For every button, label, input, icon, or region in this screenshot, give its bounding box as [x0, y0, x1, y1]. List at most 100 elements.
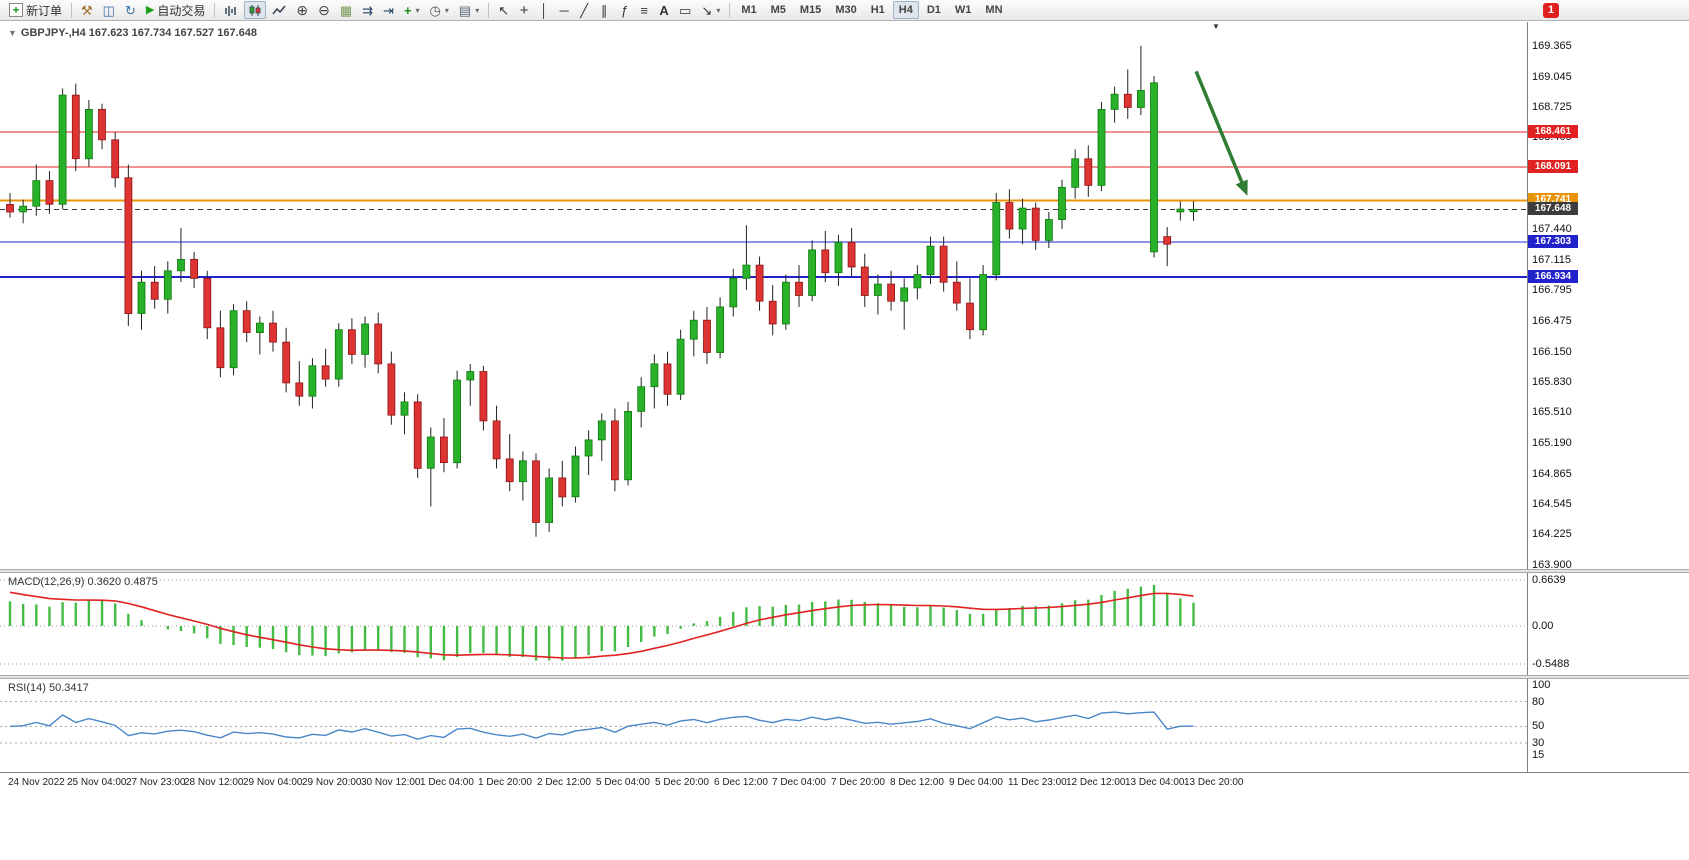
arrow-tool-icon: ↘ — [701, 2, 713, 18]
candle-body — [782, 281, 790, 325]
shapes-tool-icon[interactable]: ≡ — [640, 2, 648, 18]
rsi-axis-label: 50 — [1532, 720, 1545, 732]
channel-tool-icon[interactable]: ∥ — [600, 2, 608, 18]
zoom-out-icon[interactable]: ⊖ — [318, 2, 330, 18]
arrows-tool-button[interactable]: ↘ ▾ — [697, 1, 724, 19]
macd-signal-line — [9, 591, 1194, 659]
candle-body — [308, 365, 317, 397]
timeframe-mn[interactable]: MN — [985, 4, 1003, 16]
auto-scroll-icon[interactable]: ⇉ — [362, 2, 374, 18]
candle-body — [492, 420, 501, 460]
price-axis-label: 167.115 — [1532, 254, 1571, 266]
candle-body — [216, 327, 225, 369]
chart-shift-marker-icon[interactable]: ▼ — [1212, 22, 1220, 31]
candle-body — [650, 363, 659, 388]
indicators-plus-icon: + — [403, 2, 412, 18]
candle-body — [282, 341, 291, 384]
tile-windows-icon[interactable]: ▦ — [339, 2, 353, 18]
cursor-icon[interactable]: ↖ — [498, 2, 510, 18]
time-axis-label: 6 Dec 12:00 — [714, 777, 768, 788]
symbol-title-text: GBPJPY-,H4 167.623 167.734 167.527 167.6… — [20, 27, 257, 39]
candle-body — [624, 410, 632, 481]
vertical-line-tool-icon[interactable]: │ — [540, 2, 549, 18]
toolbar: + 新订单 ⚒ ◫ ↻ ▶ 自动交易 ⊕ ⊖ ▦ ⇉ ⇥ + ▾ ◷ — [0, 0, 1689, 21]
text-tool-icon[interactable]: A — [659, 2, 669, 18]
fibonacci-tool-icon[interactable]: ƒ — [620, 2, 628, 18]
time-axis-label: 29 Nov 20:00 — [302, 777, 362, 788]
candle-body — [1005, 202, 1014, 230]
candle-body — [137, 281, 146, 314]
candle-body — [847, 241, 856, 268]
panel-separator-macd[interactable] — [0, 569, 1689, 573]
toolbar-separator — [214, 2, 216, 18]
timeframe-w1[interactable]: W1 — [954, 4, 972, 16]
candle-body — [860, 266, 869, 296]
line-chart-icon[interactable] — [268, 1, 290, 19]
bar-chart-icon[interactable] — [220, 1, 242, 19]
candle-body — [689, 319, 698, 340]
templates-button[interactable]: ▤ ▾ — [455, 1, 483, 19]
periods-button[interactable]: ◷ ▾ — [426, 1, 453, 19]
macd-indicator-label: MACD(12,26,9) 0.3620 0.4875 — [8, 576, 158, 588]
chevron-down-icon: ▾ — [716, 5, 721, 15]
timeframe-h4[interactable]: H4 — [892, 1, 919, 19]
text-label-tool-icon[interactable]: ▭ — [679, 2, 692, 18]
price-line-badge[interactable]: 168.091 — [1528, 160, 1578, 173]
horizontal-line-tool-icon[interactable]: ─ — [559, 2, 569, 18]
candle-body — [545, 477, 553, 523]
timeframe-h1[interactable]: H1 — [870, 4, 885, 16]
candle-body — [439, 436, 448, 464]
candle-body — [242, 310, 251, 333]
time-axis-label: 12 Dec 12:00 — [1066, 777, 1126, 788]
template-icon: ▤ — [458, 2, 472, 18]
candle-body — [1110, 93, 1119, 110]
time-axis-label: 27 Nov 23:00 — [126, 777, 186, 788]
time-axis-label: 1 Dec 04:00 — [420, 777, 474, 788]
candle-body — [58, 94, 67, 205]
candle-body — [913, 274, 922, 289]
panel-separator-rsi[interactable] — [0, 675, 1689, 679]
timeframe-d1[interactable]: D1 — [926, 4, 941, 16]
timeframe-m1[interactable]: M1 — [741, 4, 757, 16]
candle-body — [19, 205, 28, 213]
time-axis-label: 28 Nov 12:00 — [184, 777, 244, 788]
candle-body — [111, 139, 120, 179]
hammer-icon[interactable]: ⚒ — [81, 2, 93, 18]
candle-body — [295, 382, 304, 397]
autotrading-button[interactable]: ▶ 自动交易 — [142, 1, 209, 19]
time-axis-label: 25 Nov 04:00 — [67, 777, 127, 788]
price-axis-label: 165.510 — [1532, 406, 1572, 418]
price-axis-label: 165.830 — [1532, 376, 1572, 388]
candle-body — [637, 386, 646, 412]
cycle-icon[interactable]: ↻ — [124, 2, 136, 18]
candle-body — [1084, 158, 1093, 186]
annotation-arrow-shaft[interactable] — [1194, 70, 1244, 183]
timeframe-m5[interactable]: M5 — [770, 4, 786, 16]
crosshair-icon[interactable]: + — [519, 1, 529, 19]
candle-body — [926, 245, 935, 276]
chart-shift-icon[interactable]: ⇥ — [383, 2, 394, 18]
rsi-axis-label: 30 — [1532, 737, 1545, 749]
candle-body — [1137, 90, 1145, 108]
candle-body — [453, 379, 462, 464]
price-line-badge[interactable]: 167.648 — [1528, 202, 1578, 215]
chart-window-icon[interactable]: ◫ — [102, 2, 115, 18]
time-axis-label: 5 Dec 04:00 — [596, 777, 650, 788]
timeframe-m15[interactable]: M15 — [799, 4, 822, 16]
candle-body — [413, 401, 422, 469]
notification-badge[interactable]: 1 — [1543, 3, 1560, 18]
candlestick-chart-icon[interactable] — [244, 1, 267, 19]
candle-body — [45, 180, 54, 205]
price-line-badge[interactable]: 166.934 — [1528, 270, 1578, 283]
new-order-button[interactable]: + 新订单 — [5, 1, 66, 19]
price-line-badge[interactable]: 168.461 — [1528, 125, 1578, 138]
price-line-badge[interactable]: 167.303 — [1528, 235, 1578, 248]
price-axis-label: 168.725 — [1532, 101, 1572, 113]
indicators-button[interactable]: + ▾ — [400, 1, 424, 19]
zoom-in-icon[interactable]: ⊕ — [296, 2, 309, 18]
timeframe-m30[interactable]: M30 — [835, 4, 857, 16]
trendline-tool-icon[interactable]: ╱ — [580, 2, 589, 18]
symbol-dropdown-icon[interactable]: ▼ — [8, 28, 17, 38]
candle-body — [729, 277, 738, 308]
